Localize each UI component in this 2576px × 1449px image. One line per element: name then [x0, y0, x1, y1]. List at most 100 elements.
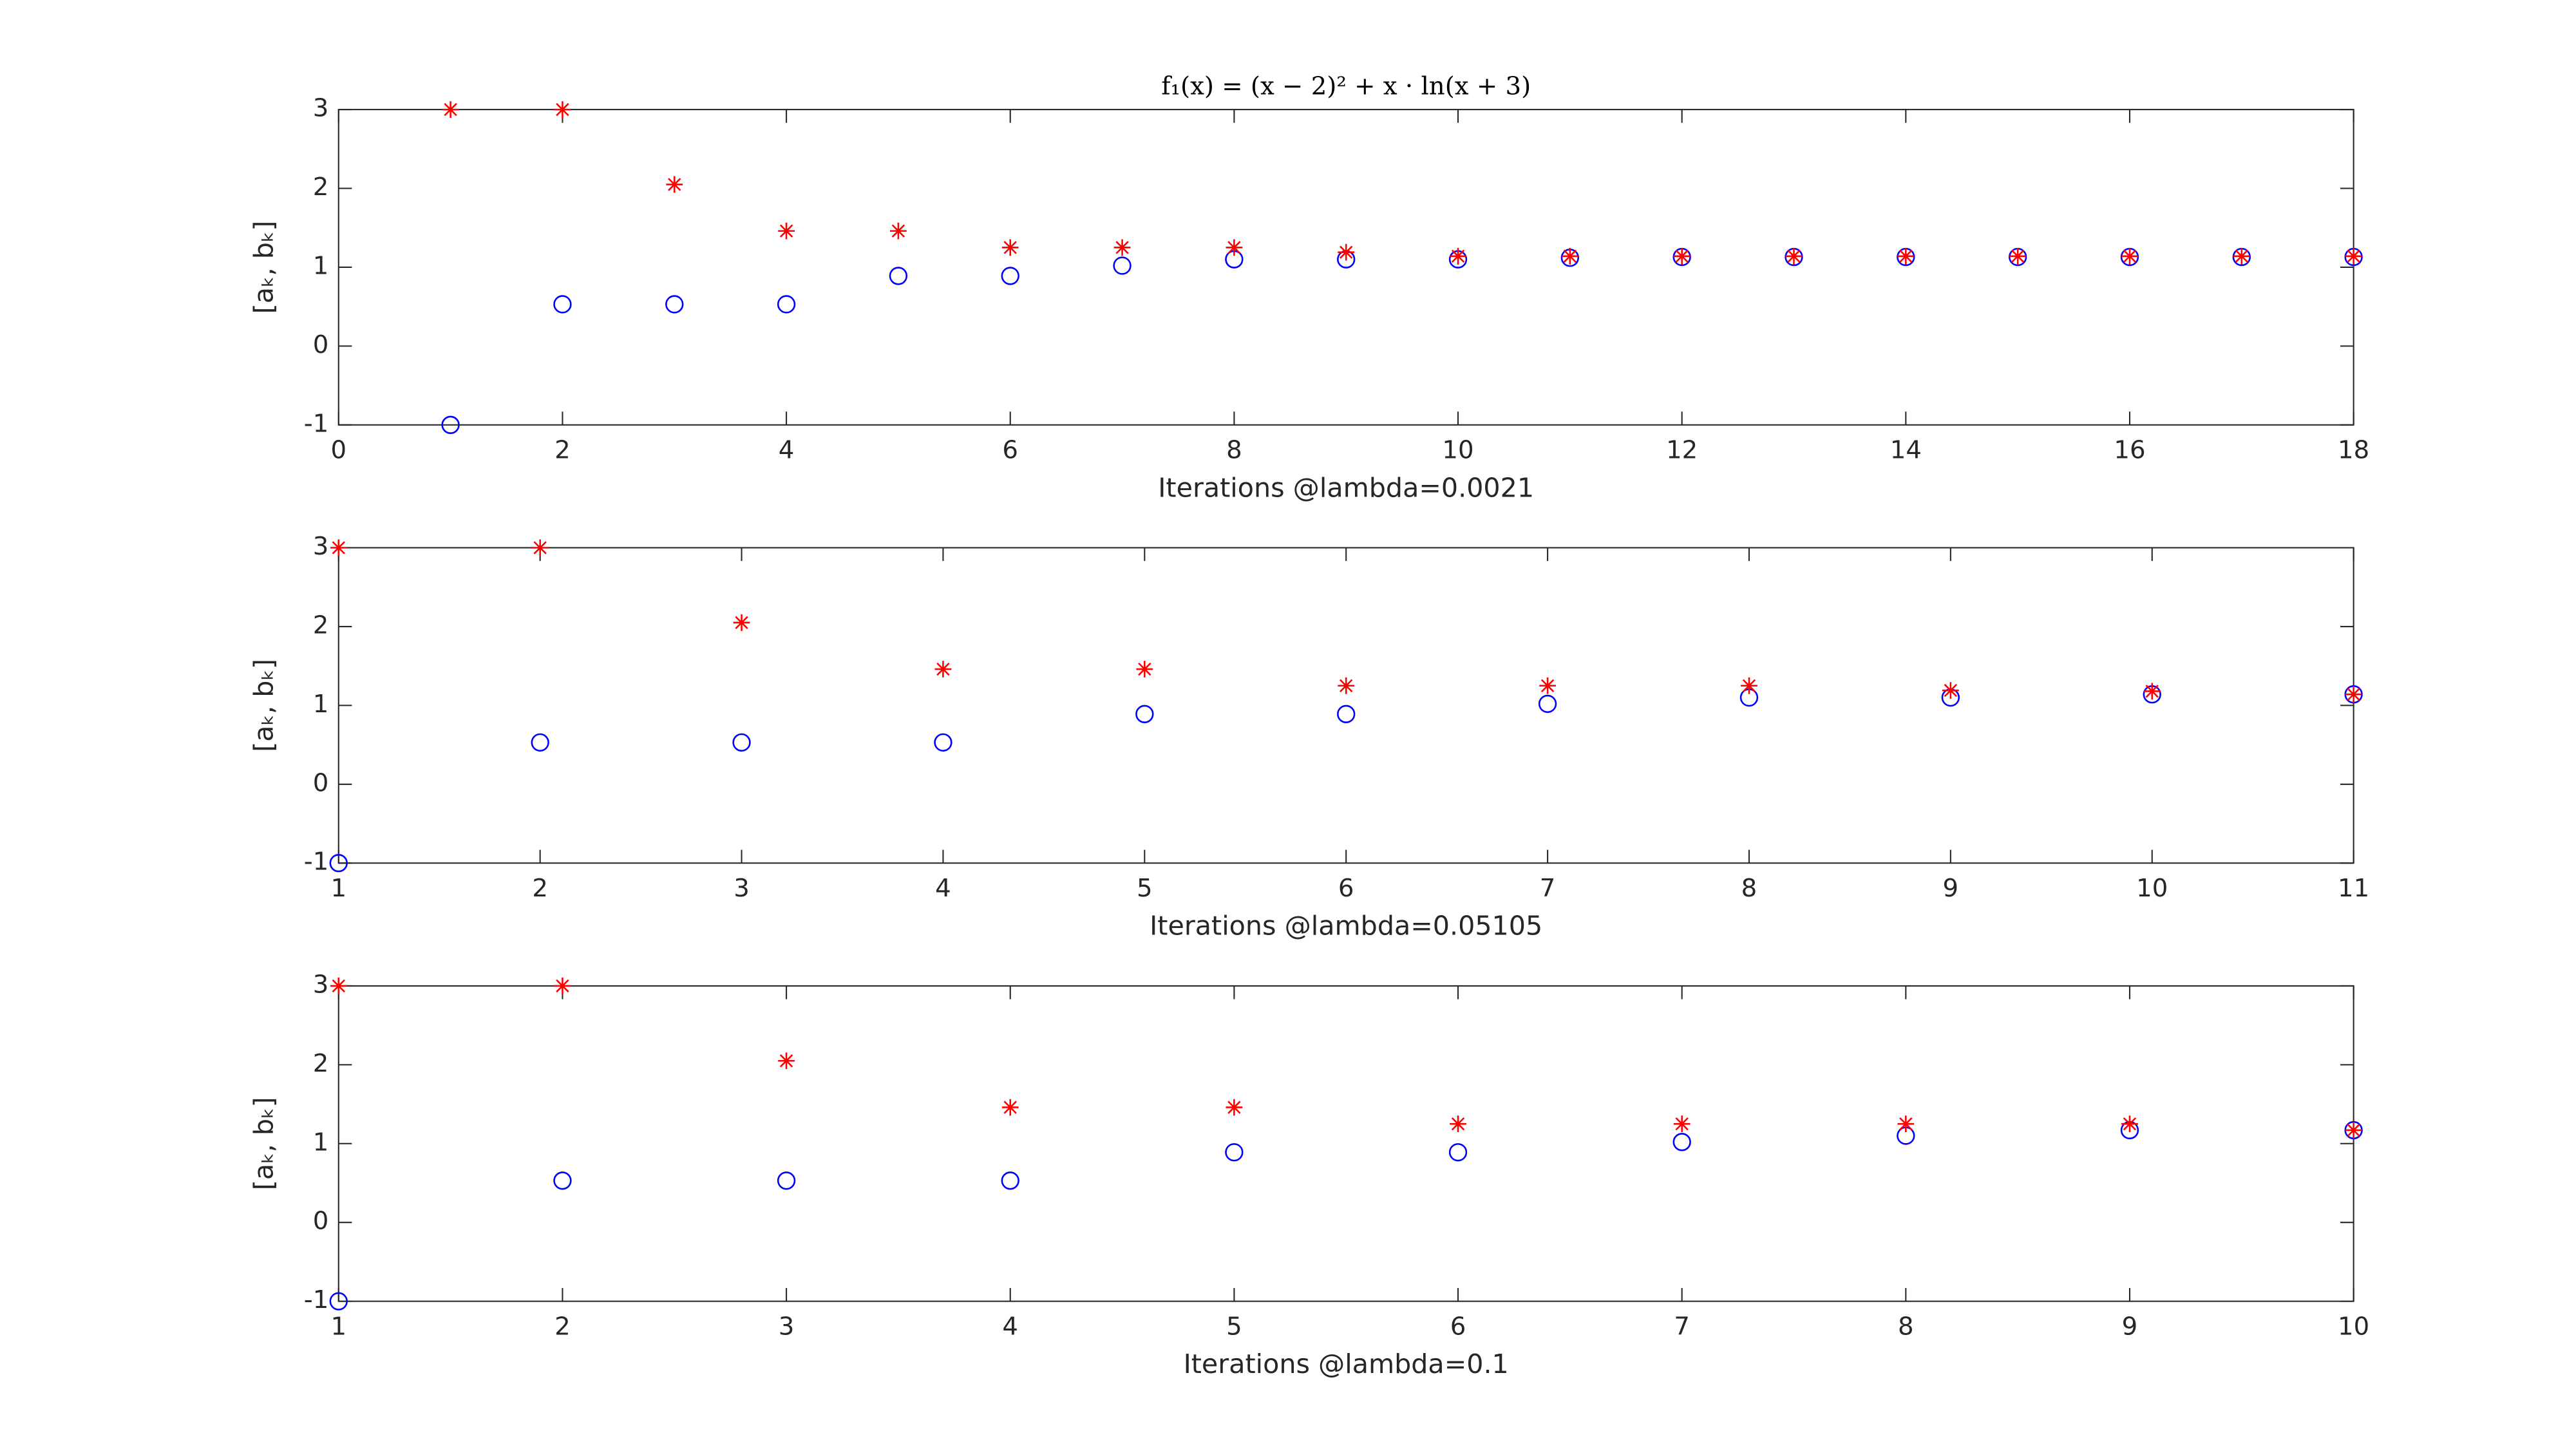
- point: [1672, 1133, 1691, 1151]
- point: [665, 295, 684, 314]
- y-tick-label: 3: [313, 970, 329, 999]
- x-tick-label: 3: [779, 1312, 795, 1341]
- point: [2121, 247, 2138, 265]
- subplot: -1 0 1 2 3 1 2 3 4 5 6 7 8 9 10 11 Iterations @lambda=0.…: [248, 532, 2369, 942]
- x-tick-label: 3: [734, 874, 750, 903]
- point: [531, 733, 549, 752]
- x-tick-label: 1: [330, 1312, 346, 1341]
- x-tick-label: 12: [1666, 436, 1698, 465]
- point: [442, 101, 459, 118]
- y-tick-label: 2: [313, 1049, 329, 1078]
- point: [1136, 661, 1153, 677]
- point: [934, 661, 952, 677]
- point: [1135, 705, 1154, 724]
- x-tick-label: 11: [2338, 874, 2369, 903]
- point: [1338, 677, 1355, 694]
- point: [2233, 247, 2250, 265]
- x-tick-label: 6: [1450, 1312, 1466, 1341]
- x-tick-label: 4: [779, 436, 795, 465]
- x-tick-label: 9: [1943, 874, 1959, 903]
- point: [553, 295, 572, 314]
- point: [2121, 1115, 2138, 1133]
- x-tick-label: 0: [330, 436, 346, 465]
- y-tick-label: 1: [313, 1128, 329, 1157]
- x-tick-label: 8: [1226, 436, 1242, 465]
- x-tick-label: 5: [1226, 1312, 1242, 1341]
- point: [1338, 243, 1355, 261]
- point: [732, 733, 751, 752]
- point: [1448, 1143, 1468, 1162]
- x-tick-label: 10: [2136, 874, 2168, 903]
- point: [733, 614, 750, 631]
- point: [1561, 247, 1578, 265]
- y-tick-label: 1: [313, 690, 329, 719]
- x-tick-label: 4: [1002, 1312, 1018, 1341]
- x-tick-label: 4: [935, 874, 951, 903]
- point: [1942, 682, 1959, 699]
- y-axis-label: [aₖ, bₖ]: [248, 1097, 279, 1190]
- point: [2143, 683, 2161, 700]
- point: [1673, 1115, 1690, 1133]
- point: [329, 1292, 348, 1311]
- point: [441, 415, 460, 434]
- point: [1001, 1171, 1019, 1190]
- chart-title: f₁(x) = (x − 2)² + x · ln(x + 3): [1161, 72, 1531, 101]
- y-tick-label: -1: [304, 1285, 329, 1314]
- x-tick-label: 2: [554, 436, 571, 465]
- y-axis-label: [aₖ, bₖ]: [248, 659, 279, 752]
- x-tick-label: 10: [1442, 436, 1473, 465]
- y-tick-label: 3: [313, 532, 329, 561]
- point: [1785, 247, 1803, 265]
- y-axis-label: [aₖ, bₖ]: [248, 221, 279, 314]
- point: [1226, 1099, 1243, 1116]
- y-tick-label: 1: [313, 251, 329, 280]
- x-tick-label: 8: [1741, 874, 1757, 903]
- y-tick-label: 0: [313, 330, 329, 359]
- x-axis-label: Iterations @lambda=0.05105: [1150, 911, 1542, 942]
- point: [531, 539, 549, 556]
- point: [1673, 247, 1690, 265]
- y-tick-label: -1: [304, 409, 329, 438]
- point: [1225, 1143, 1244, 1162]
- point: [1337, 705, 1356, 724]
- point: [2345, 1122, 2362, 1139]
- x-tick-label: 18: [2338, 436, 2369, 465]
- point: [666, 176, 683, 193]
- x-tick-label: 1: [330, 874, 346, 903]
- point: [1113, 256, 1132, 275]
- point: [1450, 247, 1466, 265]
- x-axis-label: Iterations @lambda=0.1: [1184, 1349, 1509, 1379]
- y-tick-label: 3: [313, 94, 329, 123]
- x-tick-label: 2: [554, 1312, 571, 1341]
- x-tick-label: 6: [1338, 874, 1354, 903]
- x-tick-label: 6: [1002, 436, 1018, 465]
- point: [1001, 267, 1019, 285]
- point: [778, 222, 795, 240]
- subplot: -1 0 1 2 3 1 2 3 4 5 6 7 8 9 10 Iterations @lambda=0.1 […: [248, 970, 2369, 1379]
- point: [934, 733, 952, 752]
- y-tick-label: 2: [313, 611, 329, 639]
- point: [1539, 677, 1556, 694]
- point: [890, 222, 907, 240]
- point: [1226, 239, 1243, 256]
- x-axis-label: Iterations @lambda=0.0021: [1158, 472, 1534, 503]
- y-tick-label: 2: [313, 173, 329, 202]
- x-tick-label: 16: [2114, 436, 2145, 465]
- y-tick-label: -1: [304, 848, 329, 876]
- point: [330, 539, 347, 556]
- point: [777, 1171, 796, 1190]
- point: [2009, 247, 2027, 265]
- y-tick-label: 0: [313, 768, 329, 797]
- point: [2345, 247, 2362, 265]
- plot-area: [337, 985, 2354, 1302]
- x-tick-label: 7: [1540, 874, 1556, 903]
- point: [889, 267, 908, 285]
- point: [1897, 247, 1915, 265]
- x-tick-label: 2: [532, 874, 548, 903]
- point: [553, 1171, 572, 1190]
- x-tick-label: 10: [2338, 1312, 2369, 1341]
- point: [1538, 694, 1557, 714]
